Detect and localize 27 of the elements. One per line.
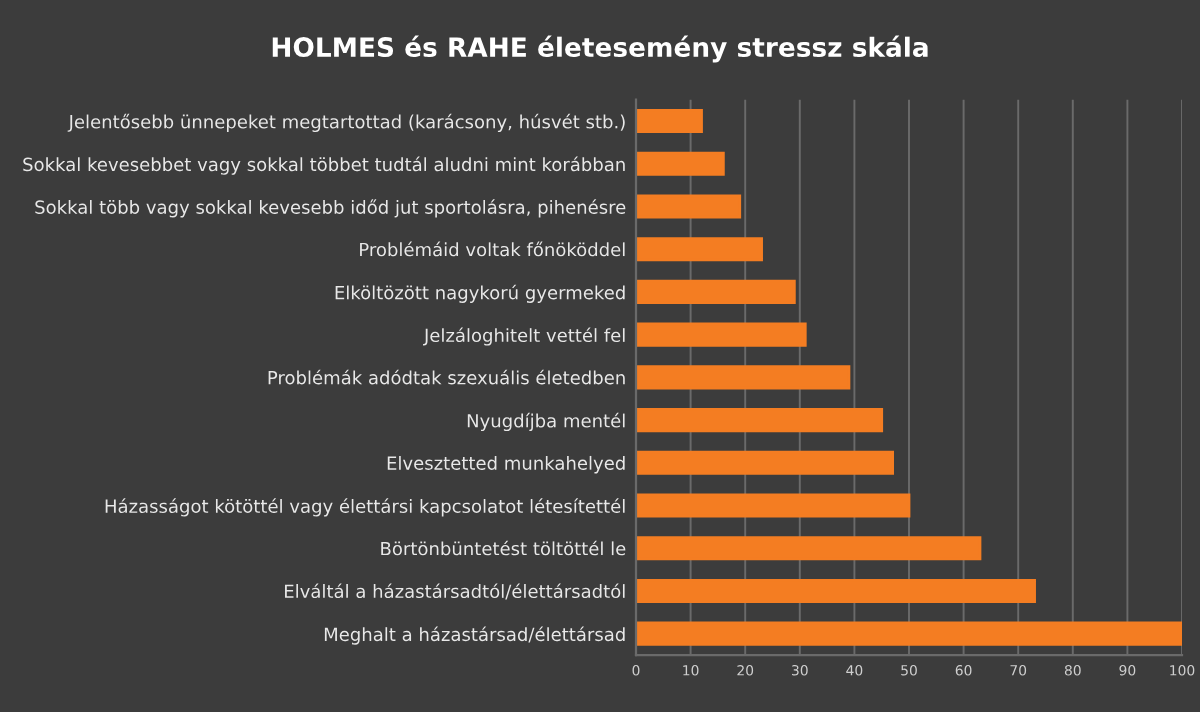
- bar: [636, 536, 982, 561]
- y-tick-label: Elvesztetted munkahelyed: [387, 455, 625, 474]
- bar: [636, 108, 703, 134]
- bar: [636, 621, 1182, 646]
- y-tick-label: Elköltözött nagykorú gyermeked: [335, 284, 625, 303]
- y-tick-label: Elváltál a házastársadtól/élettársadtól: [285, 583, 625, 600]
- y-tick-label: Problémáid voltak főnököddel: [360, 241, 625, 257]
- bar: [636, 493, 911, 518]
- y-tick-label: Sokkal kevesebbet vagy sokkal többet tudtál aludni mint korábban: [23, 156, 625, 175]
- y-tick-label: Jelzáloghitelt vettél fel: [423, 327, 625, 346]
- y-tick-label: Házasságot kötöttél vagy élettársi kapcsolatot létesítettél: [105, 498, 625, 517]
- y-tick-label: Jelentősebb ünnepeket megtartottad (karácsony, húsvét stb.): [67, 113, 625, 133]
- y-tick-label: Problémák adódtak szexuális életedben: [268, 369, 625, 385]
- y-tick-label: Nyugdíjba mentél: [467, 412, 625, 432]
- bar: [636, 151, 725, 176]
- bar: [636, 365, 851, 390]
- chart-title: HOLMES és RAHE életesemény stressz skála: [272, 35, 928, 63]
- bar: [636, 194, 742, 219]
- bar: [636, 408, 884, 433]
- y-tick-label: Börtönbüntetést töltöttél le: [381, 540, 626, 556]
- bar: [636, 237, 763, 262]
- bar: [636, 450, 895, 475]
- y-tick-label: Meghalt a házastársad/élettársad: [324, 626, 625, 645]
- y-tick-label: Sokkal több vagy sokkal kevesebb időd jut sportolásra, pihenésre: [35, 199, 626, 218]
- bar: [636, 279, 796, 304]
- bar: [636, 322, 807, 347]
- bar: [636, 578, 1036, 604]
